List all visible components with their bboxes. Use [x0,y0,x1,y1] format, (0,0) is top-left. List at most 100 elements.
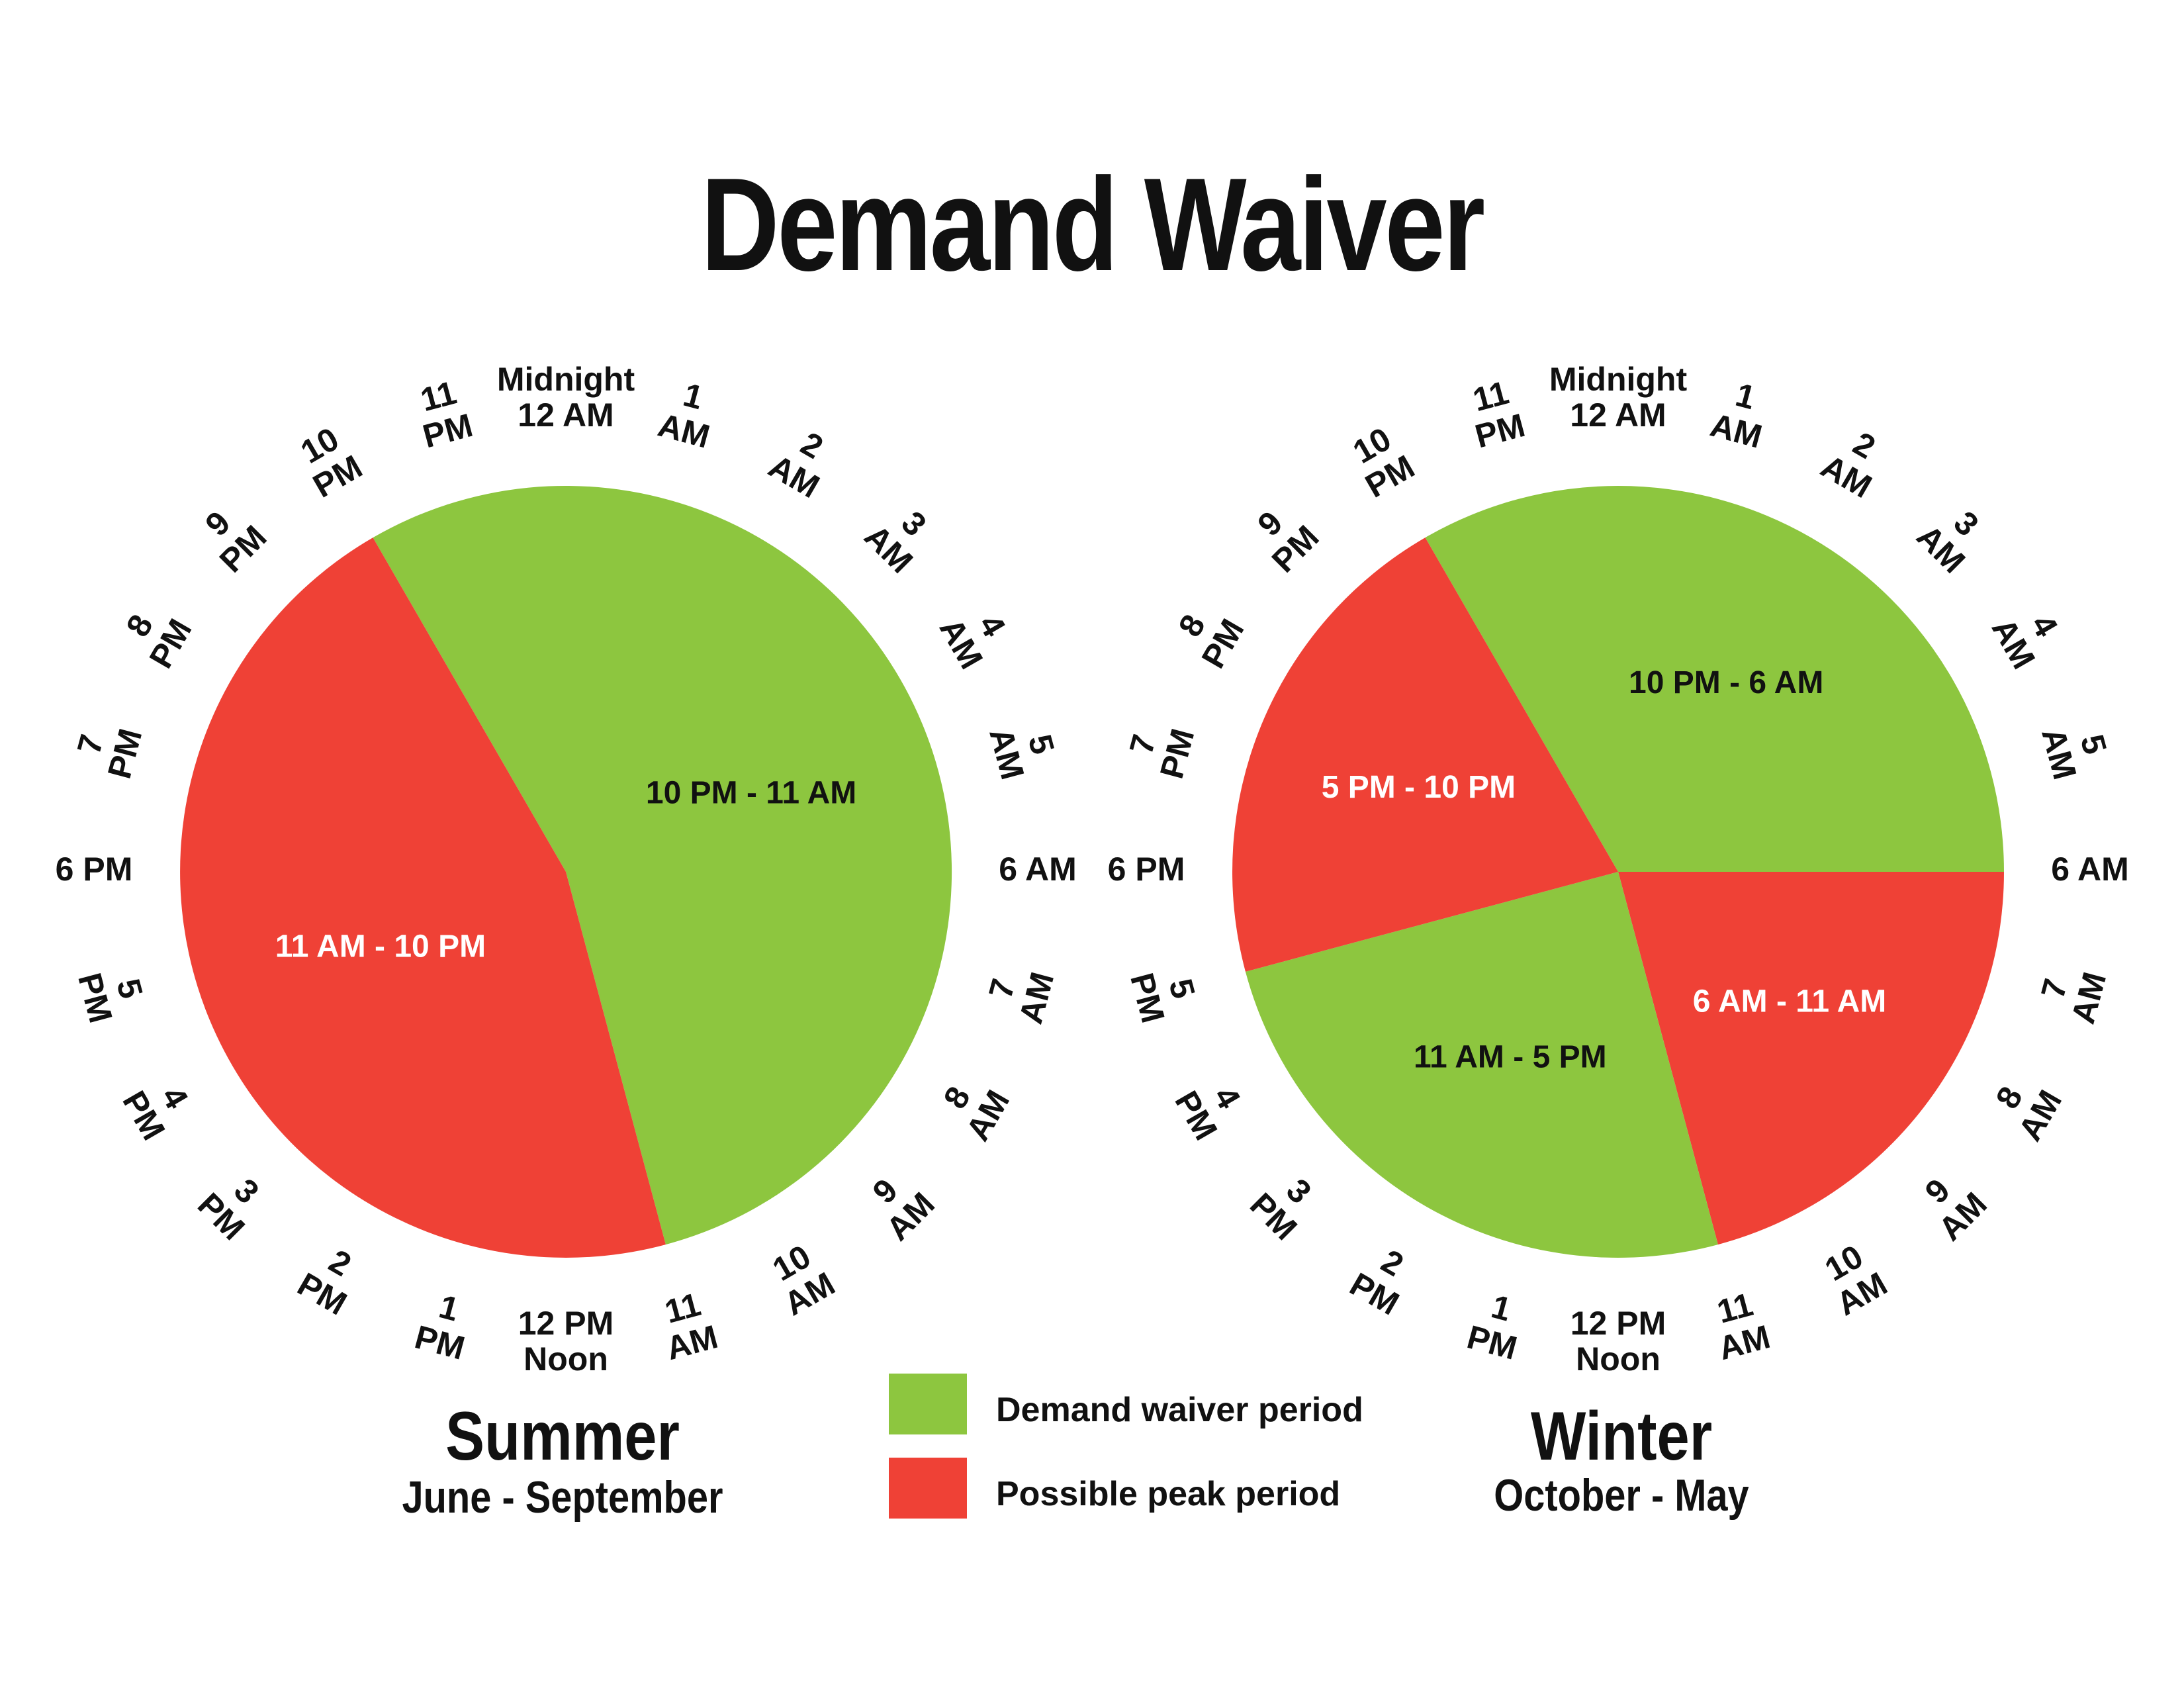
winter-clock-label-line: 12 AM [1570,397,1666,434]
winter-clock-label-line: 7 [1122,731,1163,758]
winter-clock-label: 7AM [2034,968,2113,1028]
summer-clock-label-line: 6 AM [999,851,1077,888]
summer-clock-label-line: 12 PM [518,1305,614,1342]
summer-clock-label: 3AM [857,504,933,580]
winter-clock-label-line: Noon [1576,1340,1661,1378]
summer-clock-label-line: 5 [109,975,150,1002]
winter-slice-peak [1618,872,2004,1245]
winter-clock-label-line: 6 AM [2051,851,2129,888]
legend-label-waiver: Demand waiver period [996,1391,1363,1429]
winter-clock-label: 9AM [1918,1172,1994,1248]
summer-subtitle: June - September [402,1472,723,1523]
winter-clock-label: 1AM [1707,376,1766,455]
summer-clock-label-line: 1 [680,376,707,416]
winter-clock-label: 2PM [1343,1243,1410,1323]
summer-clock-label: 8AM [936,1080,1017,1147]
summer-clock-label: 7AM [981,968,1061,1028]
summer-clock-label: 4AM [933,608,1013,675]
winter-slice-waiver [1245,872,1718,1258]
winter-clock-label-line: Midnight [1549,361,1688,398]
summer-clock-label: 8PM [119,608,199,675]
summer-clock-label-line: 1 [435,1288,463,1328]
winter-clock-label: 8PM [1171,608,1251,675]
summer-clock-label: 2PM [291,1243,357,1323]
winter-clock-label-line: 5 [1161,975,1202,1002]
summer-title: Summer [445,1398,680,1475]
winter-clock-label: 3AM [1909,504,1985,580]
summer-clock-label: 7PM [70,725,150,782]
summer-clock-label-line: Noon [523,1340,608,1378]
winter-clock-label-line: 1 [1732,376,1759,416]
summer-clock-label-line: PM [71,969,120,1027]
summer-clock-label-line: 5 [1021,731,1062,758]
summer-clock-label: 1AM [655,376,714,455]
summer-clock-label-line: AM [982,724,1031,784]
winter-clock-label-line: 7 [2034,975,2074,1002]
winter-clock-label: 1PM [1463,1288,1521,1367]
summer-slice-label: 10 PM - 11 AM [646,776,856,811]
winter-slice-waiver [1425,485,2004,872]
winter-clock-label-line: 1 [1488,1288,1515,1328]
winter-slice-label: 6 AM - 11 AM [1693,984,1887,1019]
winter-slice-label: 11 AM - 5 PM [1414,1039,1607,1074]
summer-clock-label-line: AM [1012,968,1061,1028]
winter-clock-label: 2AM [1815,425,1882,506]
winter-clock-label: 4PM [1167,1080,1248,1147]
summer-clock-label: 1PM [411,1288,469,1367]
page-title: Demand Waiver [701,151,1485,299]
winter-subtitle: October - May [1494,1470,1749,1521]
summer-clock-label-line: PM [101,725,150,782]
legend-swatch-waiver [889,1374,967,1434]
winter-clock-label: 9PM [1250,504,1326,579]
winter-clock-label-line: PM [1463,1318,1521,1367]
winter-clock-label-line: 12 PM [1570,1305,1666,1342]
summer-clock-label-line: 7 [981,975,1022,1002]
summer-clock-label: 4PM [115,1080,195,1147]
summer-slice-label: 11 AM - 10 PM [275,929,486,964]
winter-title: Winter [1530,1398,1713,1475]
winter-clock-label: 7PM [1122,725,1202,782]
winter-slice-label: 10 PM - 6 AM [1629,665,1823,700]
winter-clock-label: 4AM [1985,608,2066,675]
summer-clock-label: 9PM [198,504,273,579]
summer-clock-label-line: 7 [70,731,111,758]
summer-clock-label: 5PM [71,969,150,1027]
legend-label-peak: Possible peak period [996,1475,1341,1513]
summer-clock-label: 6 PM [56,851,133,888]
winter-clock-label: 5PM [1123,969,1203,1027]
winter-clock-label-line: AM [2034,724,2083,784]
winter-clock-label-line: PM [1123,969,1172,1027]
winter-clock-label: 3PM [1243,1172,1318,1247]
winter-clock-label: 6 AM [2051,851,2129,888]
summer-clock-label-line: AM [655,406,714,455]
summer-slice-peak [180,538,666,1258]
winter-slice-peak [1232,538,1618,972]
summer-slice-waiver [373,485,952,1245]
summer-clock-label-line: PM [411,1318,469,1367]
winter-clock-label-line: AM [1707,406,1766,455]
winter-slice-label: 5 PM - 10 PM [1322,770,1516,805]
summer-clock-label: 3PM [191,1172,266,1247]
legend-swatch-peak [889,1458,967,1519]
summer-clock-label: 6 AM [999,851,1077,888]
winter-clock-label: 6 PM [1108,851,1185,888]
summer-clock-label-line: Midnight [497,361,635,398]
summer-clock-label: 2AM [762,425,829,506]
winter-clock-label-line: 5 [2073,731,2114,758]
winter-clock-label: 5AM [2034,724,2114,784]
summer-clock-label: 9AM [866,1172,942,1248]
